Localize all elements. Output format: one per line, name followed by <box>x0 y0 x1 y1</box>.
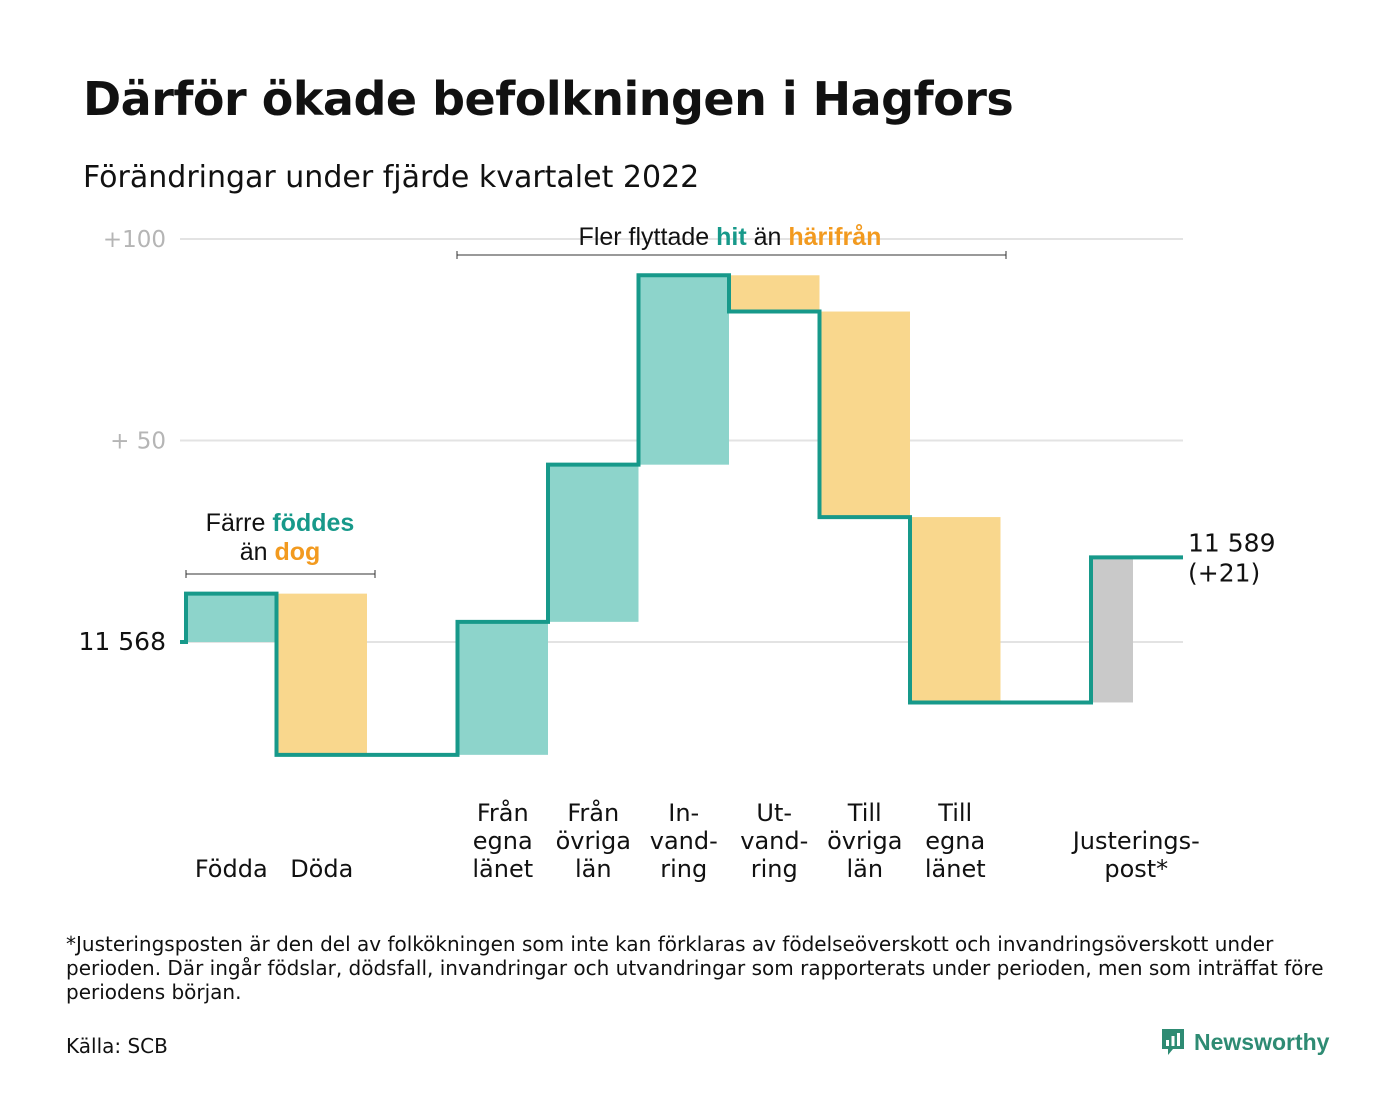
x-category-label: Till <box>847 799 882 827</box>
waterfall-bar <box>276 593 367 755</box>
waterfall-bar <box>910 517 1001 703</box>
start-value-label: 11 568 <box>79 627 166 656</box>
x-category-label: vand- <box>740 827 808 855</box>
x-category-label: ring <box>751 855 798 883</box>
waterfall-bar <box>1091 557 1133 703</box>
x-category-label: In- <box>668 799 699 827</box>
x-category-label: Till <box>937 799 972 827</box>
running-total-line <box>180 273 1183 757</box>
migration-annotation-hit: hit <box>716 223 747 251</box>
chart-title: Därför ökade befolkningen i Hagfors <box>83 72 1014 126</box>
x-category-label: länet <box>925 855 986 883</box>
migration-annotation-text: Fler flyttade <box>579 223 717 251</box>
waterfall-bar <box>638 275 729 465</box>
x-category-label: Födda <box>195 855 268 883</box>
x-category-label: övriga <box>556 827 631 855</box>
births-annotation-text: Färre <box>206 509 273 537</box>
x-category-label: Från <box>477 798 529 827</box>
waterfall-bar <box>186 593 277 642</box>
y-tick-label: + 50 <box>110 429 166 455</box>
x-category-label: övriga <box>827 827 902 855</box>
x-category-label: egna <box>473 827 533 855</box>
end-change-label: (+21) <box>1188 558 1260 587</box>
chart-subtitle: Förändringar under fjärde kvartalet 2022 <box>83 160 700 195</box>
label-layer: Födda DödaFrånegnalänetFrånövrigalänIn-va… <box>195 798 1200 883</box>
births-annotation-line2: än dog <box>240 538 321 566</box>
x-category-label: Döda <box>290 855 353 883</box>
deaths-annotation-highlight: dog <box>274 538 320 566</box>
footnote: *Justeringsposten är den del av folkökni… <box>66 932 1324 1004</box>
x-category-label: egna <box>925 827 985 855</box>
deaths-annotation-text: än <box>240 538 275 566</box>
x-category-label: län <box>846 855 883 883</box>
line-layer <box>180 273 1183 757</box>
source-note: Källa: SCB <box>66 1034 168 1058</box>
x-category-label: vand- <box>650 827 718 855</box>
brand-logo: Newsworthy <box>1160 1027 1329 1057</box>
x-category-label: Ut- <box>756 799 792 827</box>
end-value-label: 11 589 <box>1188 528 1275 557</box>
waterfall-bar <box>819 311 910 518</box>
migration-annotation-harifran: härifrån <box>788 223 881 251</box>
x-category-label: län <box>575 855 612 883</box>
waterfall-bar <box>729 275 820 312</box>
x-category-label: länet <box>472 855 533 883</box>
migration-annotation-mid: än <box>747 223 789 251</box>
x-category-label: Justerings- <box>1071 827 1200 855</box>
x-category-label: ring <box>660 855 707 883</box>
newsworthy-logo-icon <box>1162 1029 1184 1055</box>
brand-name: Newsworthy <box>1194 1028 1330 1055</box>
births-annotation-line1: Färre föddes <box>206 509 355 537</box>
waterfall-bar <box>548 464 639 622</box>
bar-layer <box>186 275 1133 755</box>
births-annotation-highlight: föddes <box>272 509 354 537</box>
waterfall-bar <box>457 621 548 755</box>
y-tick-label: +100 <box>103 227 166 253</box>
x-category-label: Från <box>567 798 619 827</box>
migration-annotation: Fler flyttade hit än härifrån <box>579 223 882 251</box>
x-category-label: post* <box>1104 855 1168 883</box>
waterfall-chart: + 50+100 Födda DödaFrånegnalänetFrånövrig… <box>79 223 1276 883</box>
